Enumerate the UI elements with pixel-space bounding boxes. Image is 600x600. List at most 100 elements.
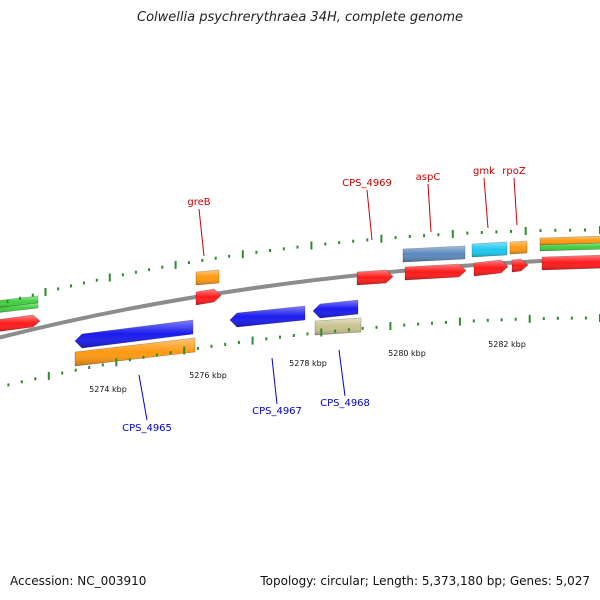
outer-tick-ring-tick [437, 233, 440, 237]
outer-tick-ring-tick [228, 254, 231, 258]
feature-rpoZ-red-shade [512, 259, 528, 272]
inner-tick-ring-tick [20, 380, 23, 384]
outer-tick-ring-tick [241, 250, 244, 259]
connector-CPS_4965 [138, 374, 148, 421]
connector-greB [198, 208, 205, 257]
feature-CPS_4969-shade [357, 270, 393, 285]
inner-tick-ring-tick [292, 334, 295, 337]
feature-gmk-cyan-shade [472, 242, 507, 257]
inner-tick-ring-tick [486, 318, 489, 322]
feature-right-green [539, 242, 600, 252]
feature-right-red-shade [542, 255, 600, 270]
feature-CPS_4967 [229, 305, 306, 328]
feature-red-left-shade [0, 315, 40, 332]
outer-tick-ring-tick [310, 241, 313, 250]
feature-gmk-red [473, 259, 509, 277]
genome-backbone [0, 256, 600, 340]
outer-tick-ring-tick [495, 230, 498, 234]
inner-tick-ring-tick [514, 317, 517, 321]
label-connectors [138, 177, 518, 421]
outer-tick-ring-tick [451, 229, 454, 238]
feature-green-left-2 [0, 302, 39, 313]
outer-tick-ring-tick [44, 288, 47, 296]
inner-tick-ring-tick [320, 328, 323, 337]
outer-tick-ring-tick [408, 235, 411, 238]
feature-right-red [541, 254, 600, 271]
gene-label-CPS_4968: CPS_4968 [320, 398, 370, 409]
inner-tick-ring-tick [224, 342, 227, 346]
inner-tick-ring-tick [142, 355, 145, 359]
outer-tick-ring-tick [324, 242, 327, 246]
inner-tick-ring-tick [361, 326, 364, 330]
inner-tick-ring-tick [101, 363, 104, 367]
inner-tick-ring-tick [88, 366, 91, 369]
outer-tick-ring-tick [569, 228, 572, 232]
connector-gmk [483, 177, 489, 229]
inner-tick-ring-tick [210, 344, 213, 348]
inner-tick-ring-tick [528, 314, 531, 323]
outer-tick-ring-tick [255, 250, 258, 254]
inner-tick-ring-tick [444, 320, 447, 324]
inner-tick-ring-tick [458, 317, 461, 326]
feature-red-left [0, 314, 41, 332]
outer-tick-ring-tick [282, 247, 285, 251]
feature-CPS_4965-orange [74, 337, 196, 367]
accession-text: Accession: NC_003910 [10, 574, 147, 588]
feature-CPS_4965-blue-shade [75, 320, 193, 348]
outer-tick-ring-tick [6, 300, 9, 304]
inner-tick-ring-tick [431, 321, 433, 325]
outer-tick-ring-tick [584, 228, 586, 232]
outer-tick-ring-tick [539, 229, 542, 233]
connector-CPS_4967 [271, 357, 278, 405]
scale-label-5282: 5282 kbp [488, 340, 526, 349]
outer-tick-ring-tick [70, 284, 72, 288]
inner-tick-ring-tick [500, 318, 503, 322]
outer-tick-ring-tick [134, 270, 137, 274]
outer-tick-ring-tick [82, 281, 85, 285]
feature-right-green-shade [540, 243, 600, 251]
feature-right-orange-shade [540, 236, 600, 245]
outer-tick-ring-tick [214, 256, 217, 260]
outer-tick-ring-tick [95, 278, 98, 282]
feature-green-left-2-shade [0, 303, 38, 313]
feature-gmk-cyan [471, 241, 508, 258]
outer-tick-ring-tick [380, 234, 383, 243]
feature-CPS_4965-blue [74, 319, 194, 349]
outer-tick-ring-tick [338, 241, 341, 245]
feature-right-orange [539, 235, 600, 246]
scale-label-5274: 5274 kbp [89, 385, 127, 394]
outer-tick-ring-tick [296, 245, 299, 249]
outer-tick-ring-tick [510, 229, 512, 233]
gene-label-CPS_4969: CPS_4969 [342, 178, 392, 189]
inner-tick-ring-tick [542, 317, 545, 321]
outer-tick-ring-tick [57, 287, 60, 291]
scale-label-5280: 5280 kbp [388, 349, 426, 358]
inner-tick-ring-tick [169, 351, 172, 355]
inner-tick-ring-tick [306, 332, 309, 336]
outer-tick-ring-tick [174, 260, 177, 269]
inner-tick-ring-tick [556, 316, 559, 320]
inner-tick-ring-tick [389, 322, 392, 331]
feature-aspC-red [404, 263, 467, 281]
inner-tick-ring-tick [417, 322, 420, 326]
outer-tick-ring-tick [148, 268, 151, 272]
feature-aspC-red-shade [405, 264, 466, 280]
feature-rpoZ-orange-shade [510, 241, 527, 254]
feature-aspC-steel [402, 245, 466, 263]
outer-tick-ring-tick [394, 236, 397, 240]
connector-aspC [427, 183, 432, 233]
topology-text: Topology: circular; Length: 5,373,180 bp… [260, 574, 590, 588]
inner-tick-ring-tick [472, 319, 475, 323]
inner-tick-ring-tick [375, 325, 378, 329]
outer-tick-ring-tick [423, 234, 426, 238]
page-title: Colwellia psychrerythraea 34H, complete … [137, 10, 463, 25]
inner-tick-ring-tick [403, 323, 406, 327]
inner-tick-ring-tick [196, 346, 199, 350]
inner-tick-ring-tick [47, 371, 50, 380]
feature-CPS_4968-blue-shade [313, 300, 358, 318]
outer-tick-ring-tick [352, 239, 355, 243]
inner-tick-ring-tick [183, 346, 186, 355]
outer-tick-ring-tick [201, 258, 204, 262]
outer-tick-ring-tick [269, 249, 271, 252]
